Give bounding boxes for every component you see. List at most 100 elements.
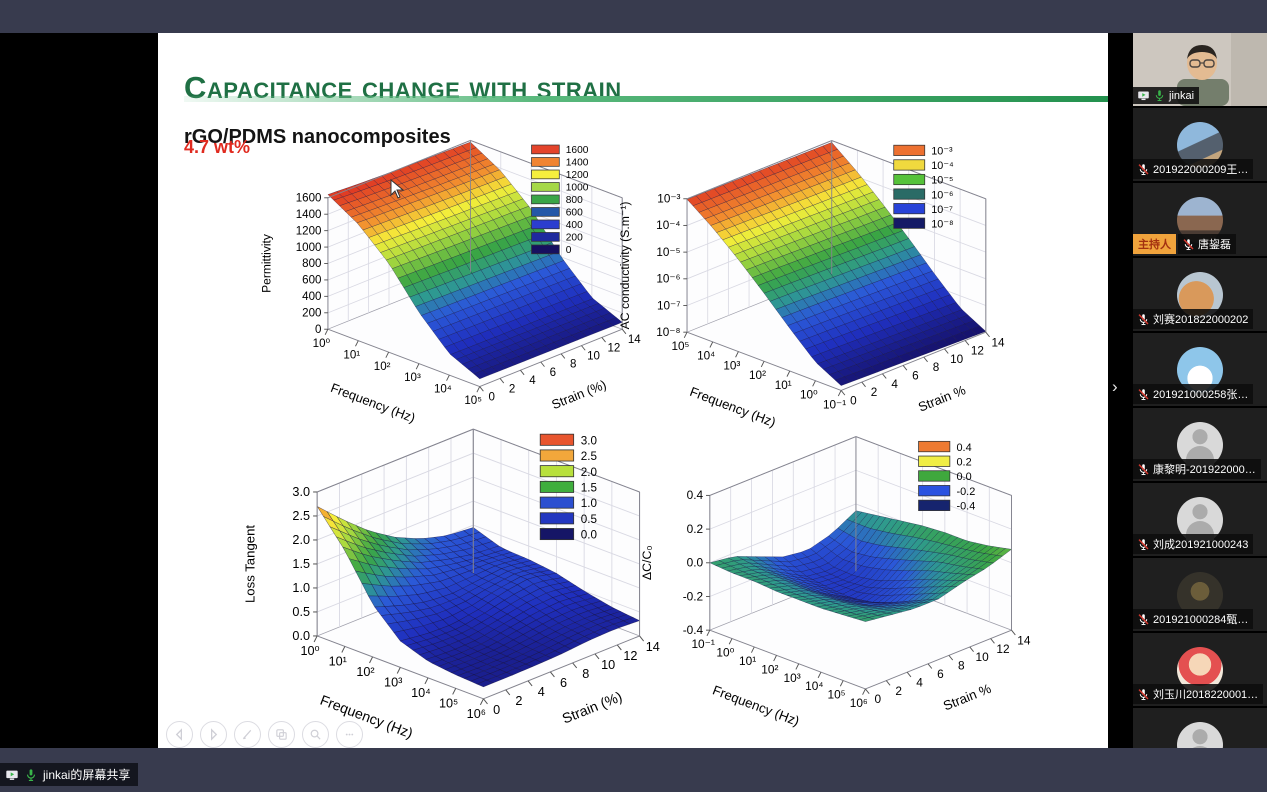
participant-tile[interactable]: 主持人 唐鋆磊: [1133, 183, 1267, 256]
svg-text:10⁰: 10⁰: [716, 646, 734, 660]
participant-name: jinkai: [1169, 89, 1195, 102]
svg-text:10⁻⁴: 10⁻⁴: [656, 219, 680, 232]
participant-label-row: 201921000258张…: [1133, 384, 1254, 404]
svg-text:400: 400: [302, 291, 321, 303]
svg-text:10: 10: [587, 350, 600, 362]
collapse-panel-chevron[interactable]: ›: [1112, 377, 1118, 396]
participant-tile[interactable]: 201921000258张…: [1133, 333, 1267, 406]
svg-text:Permittivity: Permittivity: [260, 234, 274, 293]
window-titlebar: [0, 0, 1267, 33]
ellipsis-icon: [345, 733, 354, 736]
surface-plot-svg: 0200400600800100012001400160010⁰10¹10²10…: [260, 139, 641, 426]
participant-tile[interactable]: jinkai: [1133, 33, 1267, 106]
svg-text:10⁻⁶: 10⁻⁶: [656, 273, 680, 286]
svg-text:10²: 10²: [374, 361, 391, 373]
svg-text:Strain %: Strain %: [916, 382, 968, 415]
svg-text:0: 0: [315, 324, 321, 336]
svg-text:2: 2: [509, 383, 515, 395]
svg-text:0.5: 0.5: [581, 513, 597, 526]
participant-label-row: 康黎明-201922000…: [1133, 459, 1261, 479]
zoom-button[interactable]: [302, 721, 329, 748]
svg-text:14: 14: [991, 336, 1005, 349]
screen-share-banner[interactable]: jinkai的屏幕共享: [0, 763, 139, 786]
svg-text:10⁻³: 10⁻³: [657, 193, 680, 206]
svg-text:10⁰: 10⁰: [300, 644, 319, 658]
svg-text:10²: 10²: [761, 662, 778, 676]
svg-text:10⁴: 10⁴: [434, 384, 452, 396]
svg-text:12: 12: [607, 342, 620, 354]
participant-tile[interactable]: [1133, 708, 1267, 748]
participant-tile[interactable]: 201922000209王…: [1133, 108, 1267, 181]
svg-text:10: 10: [601, 658, 615, 672]
svg-text:10⁰: 10⁰: [313, 338, 331, 350]
pen-icon: [242, 729, 252, 740]
svg-text:Frequency (Hz): Frequency (Hz): [329, 380, 418, 426]
participant-tile[interactable]: 刘玉川2018220001…: [1133, 633, 1267, 706]
svg-text:0.0: 0.0: [292, 629, 310, 643]
svg-text:400: 400: [566, 220, 583, 231]
more-button[interactable]: [336, 721, 363, 748]
participant-chip: 201921000284甄…: [1133, 609, 1254, 629]
prev-slide-button[interactable]: [166, 721, 193, 748]
svg-text:10³: 10³: [404, 372, 421, 384]
avatar-wrap: [1133, 708, 1267, 748]
svg-text:0: 0: [566, 245, 572, 256]
svg-text:1.5: 1.5: [292, 557, 310, 571]
mic-muted-icon: [1183, 238, 1194, 250]
svg-text:10⁵: 10⁵: [672, 340, 690, 353]
svg-text:800: 800: [566, 195, 583, 206]
participant-name: 201921000284甄…: [1153, 614, 1249, 626]
pen-button[interactable]: [234, 721, 261, 748]
svg-text:0.0: 0.0: [957, 471, 972, 483]
participant-label-row: jinkai: [1133, 87, 1200, 104]
svg-text:10⁻⁵: 10⁻⁵: [931, 175, 953, 187]
slides-panel-button[interactable]: [268, 721, 295, 748]
svg-text:10⁴: 10⁴: [697, 350, 715, 363]
svg-text:-0.2: -0.2: [957, 486, 976, 498]
participant-name: 201921000258张…: [1153, 389, 1249, 401]
slide-subtitle: rGO/PDMS nanocomposites: [184, 125, 451, 148]
svg-text:0.4: 0.4: [957, 442, 972, 454]
svg-text:10¹: 10¹: [775, 379, 792, 392]
svg-text:10: 10: [976, 650, 990, 664]
svg-text:8: 8: [582, 667, 589, 681]
svg-text:Loss Tangent: Loss Tangent: [242, 525, 257, 603]
participant-chip: 刘赛201822000202: [1133, 309, 1254, 329]
window-bottombar: [0, 748, 1267, 792]
svg-text:10⁻¹: 10⁻¹: [823, 398, 846, 411]
svg-text:10³: 10³: [784, 671, 801, 685]
svg-text:Strain (%): Strain (%): [560, 689, 624, 727]
svg-text:0.2: 0.2: [687, 522, 704, 536]
svg-text:2: 2: [871, 386, 878, 399]
svg-text:600: 600: [302, 275, 321, 287]
svg-text:10³: 10³: [723, 359, 740, 372]
svg-text:10⁵: 10⁵: [439, 697, 458, 711]
svg-text:6: 6: [937, 667, 944, 681]
participant-tile[interactable]: 201921000284甄…: [1133, 558, 1267, 631]
mic-muted-icon: [1138, 313, 1149, 325]
svg-text:2: 2: [895, 684, 902, 698]
svg-text:1400: 1400: [566, 157, 589, 168]
svg-text:0.4: 0.4: [687, 488, 704, 502]
svg-text:200: 200: [566, 232, 583, 243]
svg-text:10⁻⁶: 10⁻⁶: [931, 189, 953, 201]
plot-loss-tangent: 0.0 0.5 1.0 1.5 2.0 2.5 3.0 10⁰ 10¹ 10² 10³ 10⁴ 10⁵ 1…: [234, 421, 670, 745]
svg-text:10: 10: [950, 353, 964, 366]
svg-text:0: 0: [874, 692, 881, 706]
svg-text:3.0: 3.0: [292, 485, 310, 499]
svg-text:10²: 10²: [356, 665, 374, 679]
participant-chip: 刘成201921000243: [1133, 534, 1254, 554]
svg-text:14: 14: [646, 640, 660, 654]
svg-text:Strain (%): Strain (%): [549, 377, 608, 412]
screen-share-icon: [6, 770, 18, 780]
participant-tile[interactable]: 康黎明-201922000…: [1133, 408, 1267, 481]
participant-tile[interactable]: 刘赛201822000202: [1133, 258, 1267, 331]
next-slide-button[interactable]: [200, 721, 227, 748]
svg-text:12: 12: [623, 649, 637, 663]
participant-chip: jinkai: [1133, 87, 1200, 104]
participant-name: 康黎明-201922000…: [1153, 464, 1256, 476]
svg-text:14: 14: [1017, 633, 1031, 647]
participant-tile[interactable]: 刘成201921000243: [1133, 483, 1267, 556]
svg-text:ΔC/C₀: ΔC/C₀: [640, 545, 654, 580]
